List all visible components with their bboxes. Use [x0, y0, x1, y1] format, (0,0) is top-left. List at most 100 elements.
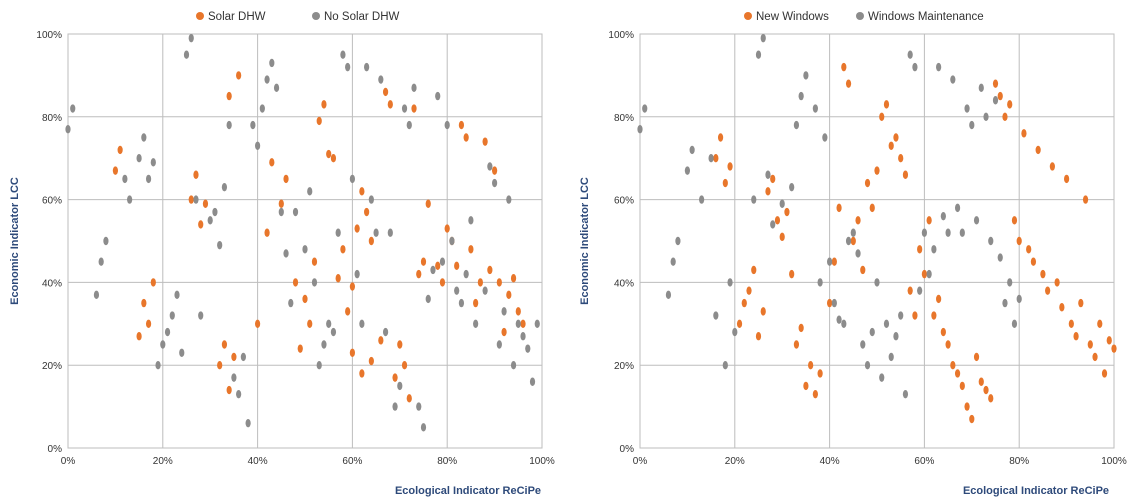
data-point — [217, 240, 223, 250]
data-point — [255, 319, 261, 328]
data-point — [812, 104, 818, 113]
data-point — [883, 100, 890, 109]
data-point — [316, 361, 322, 370]
legend-marker — [312, 12, 320, 20]
data-point — [798, 323, 804, 333]
data-point — [359, 319, 365, 328]
x-tick-label: 20% — [725, 456, 745, 467]
data-point — [397, 381, 403, 391]
data-point — [65, 125, 71, 134]
data-point — [302, 294, 308, 304]
data-point — [416, 402, 422, 411]
data-point — [264, 228, 270, 237]
data-point — [921, 228, 927, 237]
data-point — [236, 389, 242, 399]
x-tick-label: 20% — [153, 456, 173, 467]
data-point — [492, 178, 498, 188]
data-point — [926, 216, 932, 225]
data-point — [245, 418, 251, 428]
data-point — [292, 278, 299, 287]
data-point — [1106, 336, 1112, 345]
data-point — [1059, 303, 1065, 312]
data-point — [136, 332, 142, 341]
data-point — [874, 166, 880, 175]
data-point — [1068, 319, 1074, 328]
data-point — [321, 100, 327, 109]
data-point — [888, 141, 894, 150]
data-point — [188, 33, 194, 43]
data-point — [642, 104, 648, 113]
data-point — [515, 307, 521, 316]
x-tick-label: 100% — [529, 456, 555, 467]
data-point — [817, 278, 823, 287]
data-point — [983, 385, 989, 395]
data-point — [722, 178, 728, 188]
data-point — [789, 269, 795, 279]
data-point — [150, 158, 156, 167]
data-point — [969, 414, 975, 424]
data-point — [496, 278, 502, 287]
data-point — [335, 228, 341, 237]
plot-frame — [67, 33, 543, 449]
data-point — [850, 236, 856, 246]
data-point — [973, 216, 980, 225]
data-point — [992, 79, 999, 88]
y-tick-label: 100% — [36, 30, 62, 41]
data-point — [506, 195, 512, 204]
data-point — [454, 261, 460, 271]
data-point — [755, 332, 762, 341]
data-point — [444, 224, 450, 233]
data-point — [798, 91, 804, 101]
data-point — [250, 120, 256, 130]
y-tick-label: 40% — [42, 278, 62, 289]
data-point — [458, 120, 465, 130]
data-point — [793, 340, 800, 349]
data-point — [425, 294, 431, 304]
data-point — [98, 257, 104, 266]
data-point — [354, 224, 360, 233]
data-point — [226, 120, 232, 130]
data-point — [793, 120, 800, 130]
data-point — [765, 187, 771, 196]
data-point — [1097, 319, 1103, 328]
data-point — [1011, 216, 1018, 225]
data-point — [774, 216, 781, 225]
data-point — [382, 87, 389, 97]
data-point — [988, 394, 994, 403]
data-point — [444, 120, 450, 130]
data-point — [879, 112, 885, 122]
data-point — [425, 199, 431, 208]
data-point — [717, 133, 724, 142]
data-point — [93, 290, 100, 300]
data-point — [217, 361, 223, 370]
data-point — [950, 75, 956, 84]
data-point — [902, 170, 909, 179]
data-point — [221, 340, 228, 349]
data-point — [283, 174, 289, 184]
data-point — [684, 166, 690, 175]
legend-marker — [856, 12, 864, 20]
data-point — [760, 307, 766, 316]
data-point — [741, 298, 747, 308]
data-point — [860, 340, 866, 349]
data-point — [978, 377, 984, 386]
data-point — [713, 154, 719, 163]
y-tick-label: 100% — [608, 30, 634, 41]
data-point — [1035, 145, 1041, 155]
data-point — [435, 261, 441, 271]
data-point — [487, 265, 493, 275]
data-point — [406, 120, 412, 130]
data-point — [1002, 112, 1008, 122]
data-point — [411, 104, 417, 113]
data-point — [983, 112, 989, 122]
data-point — [174, 290, 180, 300]
data-point — [931, 311, 937, 320]
data-point — [732, 327, 738, 337]
data-point — [1064, 174, 1070, 184]
data-point — [458, 298, 465, 308]
data-point — [482, 286, 488, 295]
data-point — [326, 149, 332, 159]
data-point — [368, 236, 374, 246]
data-point — [269, 58, 275, 68]
data-point — [127, 195, 133, 204]
